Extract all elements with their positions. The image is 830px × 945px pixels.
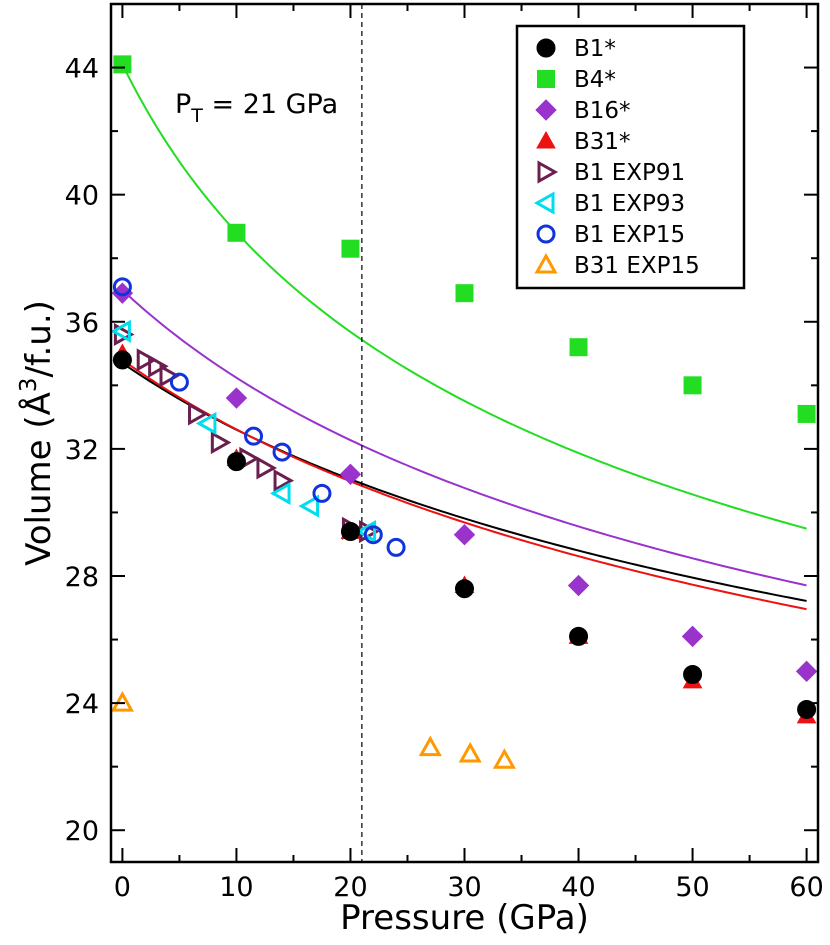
- y-title-unit: Å: [18, 392, 59, 415]
- legend-box: [515, 24, 746, 290]
- point-b1: [797, 699, 817, 719]
- legend-label-b1-exp91: B1 EXP91: [574, 160, 685, 186]
- x-tick-label: 50: [675, 872, 709, 903]
- legend-marker-b16: [535, 99, 557, 121]
- point-b16: [339, 463, 362, 486]
- legend-marker-b1-exp15: [536, 224, 556, 244]
- legend-label-b1-exp15: B1 EXP15: [574, 222, 685, 248]
- fit-curve-b1: [121, 362, 807, 602]
- legend-marker-b1-exp91: [537, 160, 559, 184]
- point-b4: [683, 376, 702, 395]
- point-b16: [453, 523, 476, 546]
- y-title-superscript: 3: [16, 377, 42, 392]
- point-b1-exp91: [188, 402, 209, 426]
- point-b1-exp91: [136, 348, 158, 372]
- point-b4: [455, 284, 474, 303]
- point-b16: [225, 387, 248, 409]
- point-b1-exp91: [273, 469, 295, 493]
- point-b1-exp93: [110, 319, 131, 343]
- point-b16: [567, 574, 590, 597]
- point-b1-exp15: [244, 426, 264, 446]
- x-tick-label: 30: [447, 872, 481, 903]
- point-b1-exp15: [386, 537, 406, 557]
- legend-label-b1-exp93: B1 EXP93: [574, 191, 685, 217]
- point-b1: [683, 665, 703, 685]
- point-b16: [681, 625, 704, 648]
- y-tick-label: 36: [65, 308, 99, 339]
- legend-label-b16: B16*: [574, 98, 631, 124]
- legend-label-b31: B31*: [574, 129, 631, 155]
- point-b1: [340, 522, 360, 542]
- point-b4: [113, 55, 132, 74]
- point-b1: [455, 579, 474, 599]
- annotation-subscript: T: [190, 105, 203, 127]
- point-b1-exp91: [210, 430, 232, 455]
- y-tick-label: 28: [65, 562, 99, 593]
- annotation-value: = 21 GPa: [203, 89, 338, 120]
- y-tick-label: 20: [65, 816, 99, 847]
- point-b1: [226, 452, 246, 472]
- legend-marker-b1-exp93: [533, 191, 555, 215]
- point-b1-exp15: [272, 442, 292, 462]
- x-axis-title: Pressure (GPa): [340, 898, 589, 938]
- point-b1-exp91: [256, 456, 278, 480]
- point-b31-exp15: [492, 748, 516, 769]
- fit-curve-b31: [121, 359, 807, 611]
- axes: 0 10 20 30 40 50 60 20 24 28 32 36 40 44: [65, 3, 824, 903]
- point-b1-exp91: [159, 364, 181, 388]
- legend-label-b31-exp15: B31 EXP15: [574, 253, 700, 279]
- y-title-rest: /f.u.): [19, 300, 59, 377]
- point-b1-exp93: [195, 411, 217, 436]
- y-axis-title: Volume (Å3/f.u.): [16, 300, 59, 566]
- y-tick-label: 44: [65, 54, 99, 85]
- point-b1-exp15: [312, 483, 332, 503]
- point-b4: [797, 404, 816, 423]
- point-b1: [569, 626, 589, 646]
- annotation-symbol: P: [175, 89, 191, 120]
- point-b1: [112, 350, 132, 370]
- point-b31-exp15: [458, 741, 482, 763]
- transition-annotation: PT = 21 GPa: [175, 89, 338, 127]
- y-tick-label: 40: [65, 181, 99, 212]
- point-b16: [795, 660, 818, 683]
- legend-label-b4: B4*: [574, 67, 616, 93]
- y-tick-label: 24: [65, 689, 99, 720]
- fit-curve-b16: [121, 289, 807, 587]
- legend: B1* B4* B16* B31* B1 EXP91 B1 EXP93 B1 EXP15 B3…: [515, 24, 746, 290]
- point-b4: [569, 338, 588, 357]
- plot-frame: [109, 2, 820, 864]
- legend-marker-b4: [537, 70, 555, 88]
- point-b1-exp91: [148, 354, 169, 378]
- legend-marker-b31-exp15: [534, 252, 558, 274]
- legend-marker-b31: [536, 130, 556, 149]
- legend-label-b1: B1*: [574, 36, 616, 62]
- x-tick-label: 40: [561, 872, 595, 903]
- y-title-text: Volume (: [19, 415, 59, 566]
- point-b4: [341, 239, 360, 258]
- point-b1-exp91: [113, 322, 135, 347]
- data-points: [110, 55, 818, 769]
- point-b31-exp15: [418, 735, 442, 757]
- legend-marker-b1: [536, 38, 556, 58]
- x-tick-label: 10: [219, 872, 253, 903]
- point-b1-exp15: [112, 277, 132, 297]
- x-tick-label: 0: [114, 872, 131, 903]
- y-tick-label: 32: [65, 435, 99, 466]
- point-b1-exp15: [363, 525, 383, 545]
- point-b1-exp93: [269, 481, 291, 505]
- point-b1-exp93: [298, 494, 320, 518]
- x-tick-label: 60: [789, 872, 823, 903]
- point-b4: [227, 223, 246, 242]
- x-tick-label: 20: [333, 872, 367, 903]
- point-b1-exp15: [169, 372, 189, 392]
